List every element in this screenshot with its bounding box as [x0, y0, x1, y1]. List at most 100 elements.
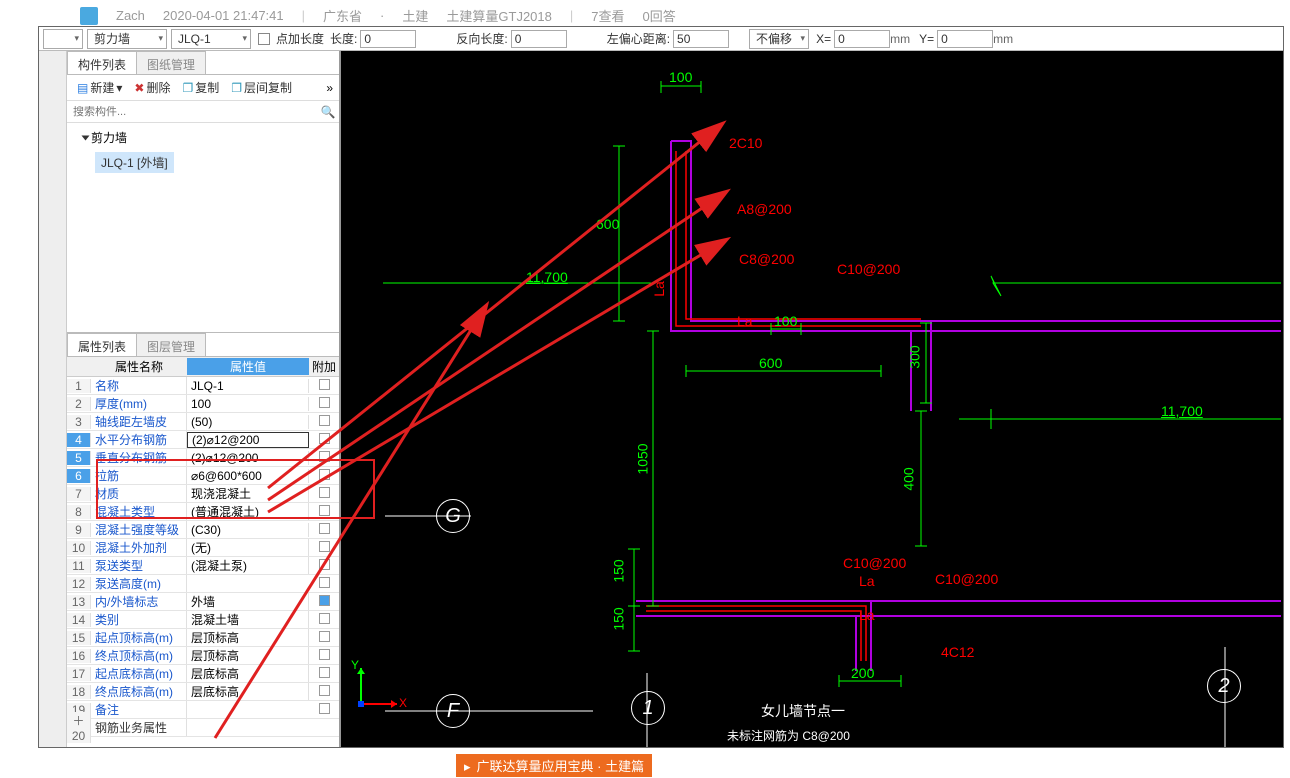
dim-150b: 150 — [611, 607, 627, 630]
prop-row[interactable]: 2厚度(mm)100 — [67, 395, 339, 413]
col-extra: 附加 — [309, 358, 339, 375]
copy-button[interactable]: ❐复制 — [178, 77, 223, 98]
dim-600h: 600 — [759, 355, 782, 371]
footer-banner: ▸广联达算量应用宝典 · 土建篇 — [456, 754, 652, 777]
rb-c10b: C10@200 — [843, 555, 906, 571]
prop-row[interactable]: 8混凝土类型(普通混凝土) — [67, 503, 339, 521]
top-toolbar: 剪力墙 JLQ-1 点加长度 长度: 0 反向长度: 0 左偏心距离: 50 不… — [39, 27, 1283, 51]
user[interactable]: Zach — [116, 8, 145, 23]
prop-row[interactable]: 18终点底标高(m)层底标高 — [67, 683, 339, 701]
ecc-input[interactable]: 50 — [673, 30, 729, 48]
axis-2: 2 — [1207, 669, 1241, 703]
rb-c10a: C10@200 — [837, 261, 900, 277]
tree-leaf[interactable]: JLQ-1 [外墙] — [95, 152, 174, 173]
prop-row[interactable]: 14类别混凝土墙 — [67, 611, 339, 629]
x-input[interactable]: 0 — [834, 30, 890, 48]
dim-400: 400 — [901, 467, 917, 490]
new-button[interactable]: ▤新建 ▾ — [73, 77, 126, 98]
component-tree[interactable]: 剪力墙 JLQ-1 [外墙] — [67, 123, 339, 333]
prop-row[interactable]: 19备注 — [67, 701, 339, 719]
side-toolstrip[interactable] — [39, 51, 67, 747]
prop-row[interactable]: 15起点顶标高(m)层顶标高 — [67, 629, 339, 647]
prop-row[interactable]: 6拉筋⌀6@600*600 — [67, 467, 339, 485]
drawing-viewport[interactable]: 100 600 11,700 1050 600 100 300 11,700 4… — [341, 51, 1283, 747]
app-window: 剪力墙 JLQ-1 点加长度 长度: 0 反向长度: 0 左偏心距离: 50 不… — [38, 26, 1284, 748]
search-row: 🔍 — [67, 101, 339, 123]
ucs-icon: X Y — [349, 656, 409, 721]
field[interactable]: 土建 — [402, 6, 428, 25]
mm1: mm — [890, 32, 910, 46]
type-combo[interactable]: 剪力墙 — [87, 29, 167, 49]
addlen-check[interactable] — [258, 33, 270, 45]
property-table[interactable]: 属性名称 属性值 附加 1名称JLQ-12厚度(mm)1003轴线距左墙皮(50… — [67, 357, 339, 747]
ecc-label: 左偏心距离: — [607, 30, 670, 47]
layercopy-button[interactable]: ❐层间复制 — [227, 77, 296, 98]
tree-root[interactable]: 剪力墙 — [69, 127, 337, 148]
prop-row[interactable]: 16终点顶标高(m)层顶标高 — [67, 647, 339, 665]
product[interactable]: 土建算量GTJ2018 — [446, 6, 551, 25]
addlen-label: 点加长度 — [276, 30, 324, 47]
delete-button[interactable]: ✖删除 — [130, 77, 174, 98]
drawing-title: 女儿墙节点一 — [761, 701, 845, 721]
rb-la3: La — [859, 607, 875, 623]
cad-vectors — [341, 51, 1283, 747]
prop-row[interactable]: 9混凝土强度等级(C30) — [67, 521, 339, 539]
province[interactable]: 广东省 — [323, 6, 362, 25]
axis-f: F — [436, 694, 470, 728]
rb-4c12: 4C12 — [941, 644, 974, 660]
component-tabs: 构件列表 图纸管理 — [67, 51, 339, 75]
dim-600v: 600 — [596, 216, 619, 232]
x-label: X= — [816, 32, 831, 46]
y-input[interactable]: 0 — [937, 30, 993, 48]
tab-properties[interactable]: 属性列表 — [67, 333, 137, 356]
more-button[interactable]: » — [326, 81, 333, 95]
prop-row[interactable]: 11泵送类型(混凝土泵) — [67, 557, 339, 575]
drawing-sub: 未标注网筋为 C8@200 — [727, 727, 850, 744]
prop-row[interactable]: 5垂直分布钢筋(2)⌀12@200 — [67, 449, 339, 467]
rev-input[interactable]: 0 — [511, 30, 567, 48]
rb-la1: La — [737, 313, 753, 329]
col-name: 属性名称 — [91, 358, 187, 375]
rb-2c10: 2C10 — [729, 135, 762, 151]
search-icon[interactable]: 🔍 — [317, 105, 339, 119]
y-label: Y= — [919, 32, 934, 46]
prop-row[interactable]: 7材质现浇混凝土 — [67, 485, 339, 503]
len-label: 长度: — [330, 30, 357, 47]
search-input[interactable] — [67, 106, 317, 118]
dim-300: 300 — [907, 345, 923, 368]
prop-row[interactable]: 12泵送高度(m) — [67, 575, 339, 593]
property-panel: 属性列表 图层管理 属性名称 属性值 附加 1名称JLQ-12厚度(mm)100… — [67, 333, 339, 747]
dim-1050: 1050 — [635, 443, 651, 474]
tab-drawings[interactable]: 图纸管理 — [136, 51, 206, 74]
prop-row[interactable]: 1名称JLQ-1 — [67, 377, 339, 395]
dim-200: 200 — [851, 665, 874, 681]
prop-row[interactable]: 3轴线距左墙皮(50) — [67, 413, 339, 431]
offset-combo[interactable]: 不偏移 — [749, 29, 809, 49]
len-input[interactable]: 0 — [360, 30, 416, 48]
avatar-icon — [80, 7, 98, 25]
dim-100b: 100 — [774, 313, 797, 329]
prop-row[interactable]: 10混凝土外加剂(无) — [67, 539, 339, 557]
rb-c10c: C10@200 — [935, 571, 998, 587]
views: 7查看 — [591, 6, 624, 25]
rb-la2: La — [859, 573, 875, 589]
left-panel: 构件列表 图纸管理 ▤新建 ▾ ✖删除 ❐复制 ❐层间复制 » 🔍 — [39, 51, 341, 747]
tab-components[interactable]: 构件列表 — [67, 51, 137, 74]
prop-row[interactable]: 4水平分布钢筋(2)⌀12@200 — [67, 431, 339, 449]
prop-row[interactable]: ＋20钢筋业务属性 — [67, 719, 339, 737]
col-value: 属性值 — [187, 358, 309, 375]
prop-row[interactable]: 17起点底标高(m)层底标高 — [67, 665, 339, 683]
tab-layers[interactable]: 图层管理 — [136, 333, 206, 356]
rb-a8: A8@200 — [737, 201, 792, 217]
elev-1: 11,700 — [526, 269, 568, 285]
rev-label: 反向长度: — [456, 30, 507, 47]
dim-100: 100 — [669, 69, 692, 85]
prop-row[interactable]: 13内/外墙标志外墙 — [67, 593, 339, 611]
floor-combo[interactable] — [43, 29, 83, 49]
post-time: 2020-04-01 21:47:41 — [163, 8, 284, 23]
rb-c8: C8@200 — [739, 251, 794, 267]
member-combo[interactable]: JLQ-1 — [171, 29, 251, 49]
axis-1: 1 — [631, 691, 665, 725]
mm2: mm — [993, 32, 1013, 46]
post-meta: Zach 2020-04-01 21:47:41 | 广东省· 土建 土建算量G… — [80, 6, 676, 25]
